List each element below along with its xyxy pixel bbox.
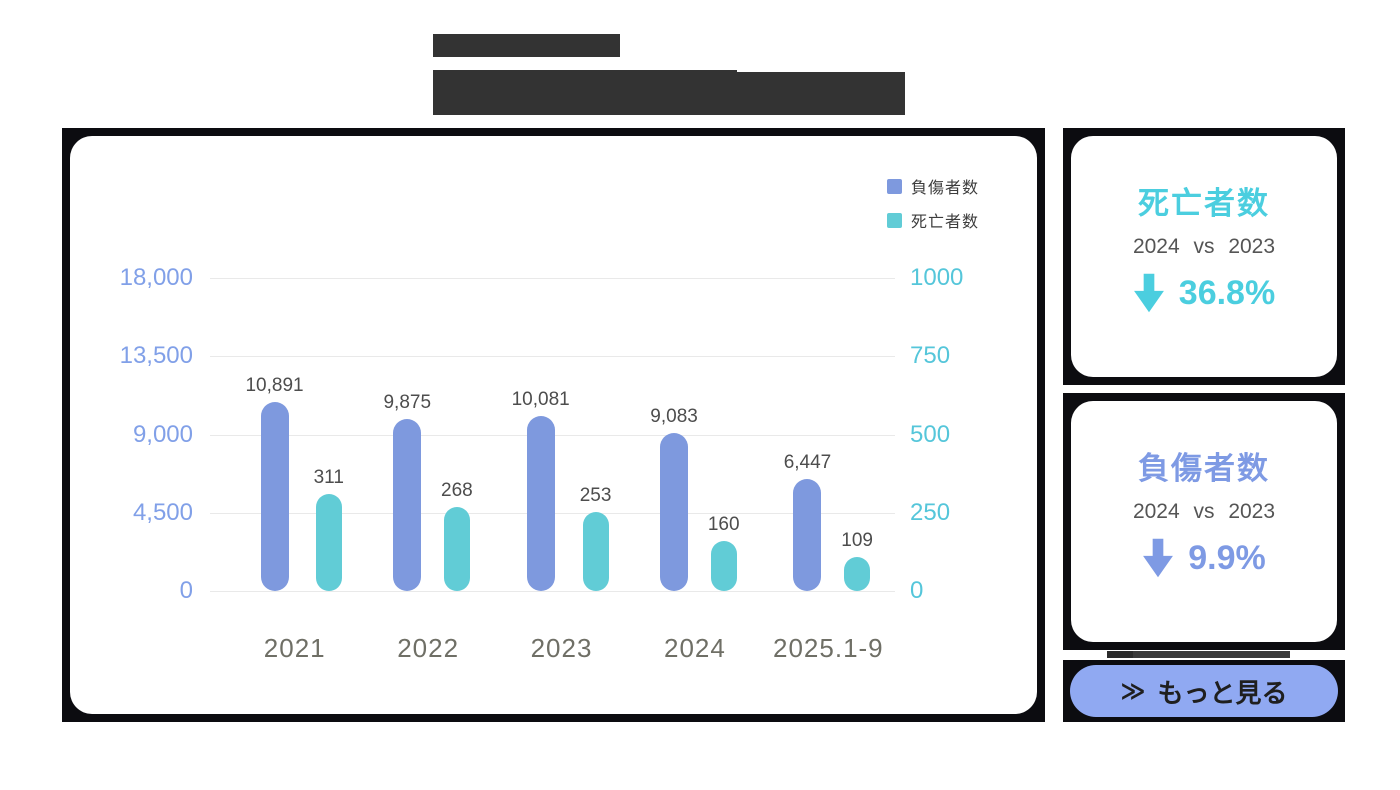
barwrap: 160 — [708, 514, 740, 591]
redacted-title-block — [433, 70, 737, 115]
bar-value-label: 311 — [313, 467, 344, 488]
deaths-card-frame: 死亡者数 2024 vs 2023 36.8% — [1063, 128, 1345, 385]
injuries-card-period: 2024 vs 2023 — [1132, 500, 1276, 523]
gridline — [210, 278, 895, 279]
bar-group-2021: 10,891 311 — [228, 375, 361, 591]
bars: 10,891 311 9,875 268 10,081 253 9,083 160 6,447 1… — [210, 278, 895, 591]
bar-value-label: 9,875 — [383, 392, 432, 413]
bar-injured-2021 — [260, 402, 289, 591]
bar-value-label: 160 — [707, 514, 740, 535]
gridline — [210, 356, 895, 357]
bar-group-2025.1-9: 6,447 109 — [762, 452, 895, 591]
x-axis-label: 2024 — [664, 633, 726, 663]
legend-swatch-deaths-icon — [886, 212, 902, 228]
bar-injured-2022 — [393, 419, 422, 591]
legend-item-deaths: 死亡者数 — [886, 208, 979, 232]
deaths-card-period: 2024 vs 2023 — [1132, 235, 1276, 258]
y-tick-right: 1000 — [910, 264, 964, 291]
barwrap: 109 — [841, 530, 873, 591]
injuries-card-frame: 負傷者数 2024 vs 2023 9.9% — [1063, 393, 1345, 650]
plot-area: 10,891 311 9,875 268 10,081 253 9,083 160 6,447 1… — [210, 278, 895, 592]
bar-group-2023: 10,081 253 — [495, 389, 628, 591]
deaths-card: 死亡者数 2024 vs 2023 36.8% — [1071, 136, 1337, 377]
chart-legend: 負傷者数 死亡者数 — [886, 174, 979, 232]
redacted-caption-strip — [1107, 651, 1290, 658]
bar-injured-2025.1-9 — [793, 479, 822, 591]
injuries-card-change: 9.9% — [1142, 538, 1266, 578]
y-tick-right: 0 — [910, 577, 924, 604]
y-tick-right: 500 — [910, 421, 951, 448]
more-button[interactable]: ≫ もっと見る — [1070, 665, 1338, 717]
y-tick-left: 4,500 — [132, 499, 193, 526]
barwrap: 9,875 — [383, 392, 431, 591]
barwrap: 311 — [314, 467, 344, 591]
y-axis-left: 18,000 13,500 9,000 4,500 0 — [70, 264, 193, 604]
barwrap: 253 — [579, 485, 612, 591]
x-axis-label: 2022 — [397, 633, 460, 663]
x-axis-label: 2023 — [530, 633, 593, 663]
bar-value-label: 9,083 — [650, 406, 698, 427]
chart-card-frame: 負傷者数 死亡者数 18,000 13,500 9,000 4,500 0 1000 75… — [62, 128, 1045, 722]
y-tick-left: 18,000 — [119, 264, 193, 291]
more-button-label: もっと見る — [1157, 677, 1288, 708]
bar-deaths-2025.1-9 — [844, 557, 871, 591]
y-tick-right: 750 — [910, 342, 951, 369]
bar-value-label: 6,447 — [783, 452, 832, 473]
legend-swatch-injured-icon — [886, 178, 902, 194]
double-chevron-right-icon: ≫ — [1120, 677, 1146, 705]
bar-value-label: 109 — [841, 530, 873, 551]
down-arrow-icon — [1143, 538, 1174, 578]
barwrap: 10,891 — [245, 375, 304, 591]
y-tick-right: 250 — [910, 499, 951, 526]
legend-label-deaths: 死亡者数 — [910, 214, 979, 231]
chart-card: 負傷者数 死亡者数 18,000 13,500 9,000 4,500 0 1000 75… — [70, 136, 1037, 714]
bar-deaths-2024 — [710, 541, 737, 591]
bar-value-label: 268 — [441, 480, 473, 501]
y-axis-right: 1000 750 500 250 0 — [910, 264, 1000, 604]
bar-group-2024: 9,083 160 — [628, 406, 761, 591]
barwrap: 6,447 — [783, 452, 832, 591]
x-axis-label: 2025.1-9 — [773, 633, 884, 663]
down-arrow-icon — [1133, 273, 1164, 313]
bar-group-2022: 9,875 268 — [361, 392, 494, 591]
x-axis-label: 2021 — [263, 633, 326, 663]
redacted-title-block-tail — [737, 72, 905, 115]
bar-injured-2023 — [526, 416, 555, 591]
y-tick-left: 13,500 — [119, 342, 193, 369]
y-tick-left: 0 — [179, 577, 193, 604]
redacted-subtitle-block — [433, 34, 620, 57]
bar-value-label: 10,891 — [245, 375, 304, 396]
injuries-card-title: 負傷者数 — [1138, 451, 1270, 486]
legend-item-injured: 負傷者数 — [886, 174, 979, 198]
bar-injured-2024 — [660, 433, 689, 591]
deaths-card-change: 36.8% — [1133, 273, 1275, 313]
bar-value-label: 253 — [579, 485, 612, 506]
barwrap: 9,083 — [650, 406, 698, 591]
deaths-change-value: 36.8% — [1178, 273, 1276, 312]
bar-deaths-2023 — [582, 512, 609, 591]
x-axis: 2021 2022 2023 2024 2025.1-9 — [210, 633, 895, 664]
barwrap: 268 — [441, 480, 473, 591]
y-tick-left: 9,000 — [132, 421, 193, 448]
bar-value-label: 10,081 — [511, 389, 570, 410]
gridline — [210, 591, 895, 592]
barwrap: 10,081 — [512, 389, 570, 591]
bar-deaths-2022 — [443, 507, 470, 591]
legend-label-injured: 負傷者数 — [910, 180, 979, 197]
injuries-card: 負傷者数 2024 vs 2023 9.9% — [1071, 401, 1337, 642]
more-button-frame: ≫ もっと見る — [1063, 660, 1345, 722]
injuries-change-value: 9.9% — [1188, 538, 1266, 577]
bar-deaths-2021 — [315, 494, 342, 591]
deaths-card-title: 死亡者数 — [1138, 186, 1270, 221]
